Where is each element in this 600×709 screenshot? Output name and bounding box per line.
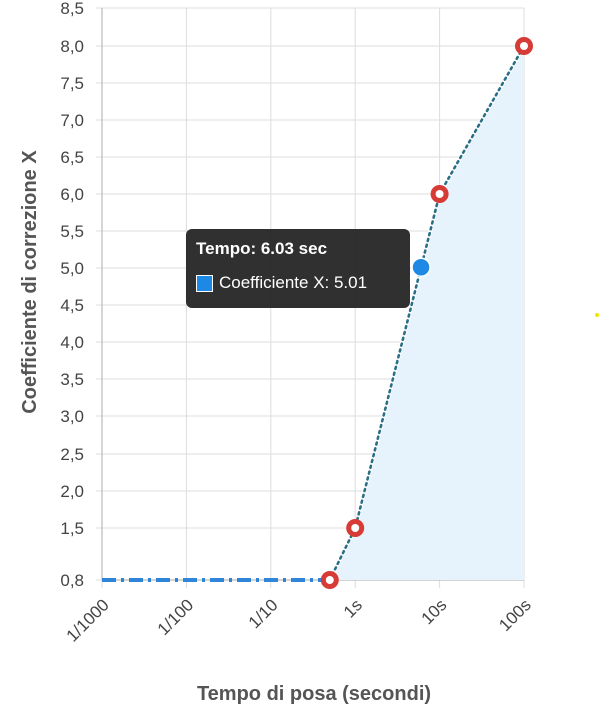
y-tick-labels: 0,8 1,5 2,0 2,5 3,0 3,5 4,0 4,5 5,0 5,5 6,0 6,5 7,0 7… [60, 0, 84, 590]
data-point-marker-center [325, 576, 334, 584]
tooltip-title: Tempo: 6.03 sec [196, 239, 328, 258]
x-tick-label: 1/100 [154, 595, 198, 639]
y-tick-label: 3,0 [60, 407, 84, 426]
y-tick-label: 3,5 [60, 370, 84, 389]
x-axis-title: Tempo di posa (secondi) [197, 683, 431, 705]
series-lines [102, 44, 526, 582]
y-axis-title: Coefficiente di correzione X [19, 150, 41, 414]
data-point-marker-center [351, 524, 360, 532]
y-tick-label: 0,8 [60, 571, 84, 590]
yellow-dot [595, 313, 599, 317]
area-fill [329, 46, 524, 580]
tooltip-swatch [196, 274, 213, 292]
series-line-rising [328, 44, 526, 582]
highlighted-point [411, 257, 431, 278]
x-tick-label: 100s [495, 595, 535, 635]
y-tick-label: 6,0 [60, 185, 84, 204]
y-tick-label: 2,5 [60, 445, 84, 464]
y-tick-label: 7,0 [60, 111, 84, 130]
data-point-marker-center [435, 190, 444, 198]
x-tick-labels: 1/1000 1/100 1/10 1s 10s 100s [63, 595, 535, 645]
y-tick-label: 5,5 [60, 222, 84, 241]
tooltip-row: Coefficiente X: 5.01 [196, 273, 400, 293]
x-tick-label: 10s [418, 595, 451, 628]
x-tick-label: 1s [340, 595, 366, 621]
y-tick-label: 5,0 [60, 259, 84, 278]
x-tick-label: 1/10 [245, 595, 282, 632]
y-tick-label: 8,5 [60, 0, 84, 18]
tooltip-label: Coefficiente X: 5.01 [219, 273, 368, 292]
x-tick-label: 1/1000 [63, 595, 113, 645]
data-point-marker-center [520, 42, 528, 50]
y-tick-label: 7,5 [60, 74, 84, 93]
y-tick-label: 1,5 [60, 519, 84, 538]
y-tick-label: 4,0 [60, 333, 84, 352]
y-tick-label: 2,0 [60, 482, 84, 501]
y-tick-label: 8,0 [60, 37, 84, 56]
tooltip: Tempo: 6.03 sec Coefficiente X: 5.01 [186, 229, 410, 308]
y-tick-label: 4,5 [60, 296, 84, 315]
data-markers [320, 37, 533, 589]
y-tick-label: 6,5 [60, 148, 84, 167]
